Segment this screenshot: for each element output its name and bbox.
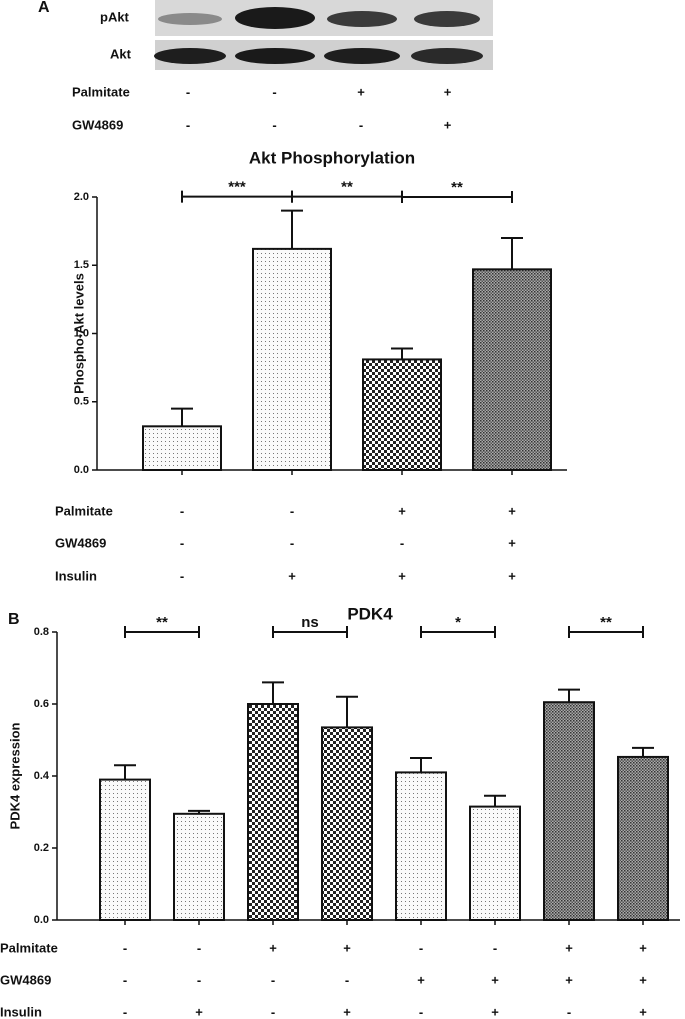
condition-sign: + (288, 568, 296, 583)
y-tick-label: 0.5 (74, 396, 89, 408)
y-axis-label: Phospho-Akt levels (71, 273, 86, 394)
condition-sign: + (491, 1004, 499, 1019)
panel-label: A (38, 0, 50, 16)
blot-band (154, 48, 226, 64)
y-tick-label: 0.0 (74, 464, 89, 476)
condition-sign: - (180, 568, 184, 583)
condition-sign: + (565, 940, 573, 955)
chart-title: Akt Phosphorylation (249, 148, 415, 167)
condition-sign: - (271, 972, 275, 987)
condition-sign: - (419, 1004, 423, 1019)
significance-label: ** (341, 179, 353, 196)
condition-sign: - (197, 940, 201, 955)
condition-sign: - (567, 1004, 571, 1019)
condition-sign: + (343, 940, 351, 955)
y-tick-label: 0.4 (34, 770, 50, 782)
bar (472, 268, 552, 471)
blot: pAkt Akt (100, 0, 493, 70)
condition-sign: - (290, 503, 294, 518)
blot-band (235, 48, 315, 64)
condition-sign: + (491, 972, 499, 987)
condition-sign: - (290, 535, 294, 550)
condition-sign: - (359, 117, 363, 132)
condition-sign: - (493, 940, 497, 955)
condition-sign: + (508, 535, 516, 550)
condition-sign: - (400, 535, 404, 550)
condition-sign: + (269, 940, 277, 955)
condition-sign: - (272, 84, 276, 99)
y-tick-label: 0.8 (34, 626, 49, 638)
bar (247, 703, 299, 921)
condition-sign: - (186, 84, 190, 99)
blot-label: pAkt (100, 9, 130, 24)
condition-sign: + (444, 84, 452, 99)
significance-label: ns (301, 614, 319, 631)
blot-band (327, 11, 397, 27)
condition-sign: + (417, 972, 425, 987)
condition-label: GW4869 (72, 117, 123, 132)
significance-label: ** (156, 614, 168, 631)
bar (362, 358, 442, 471)
condition-sign: + (639, 1004, 647, 1019)
bar (321, 726, 373, 922)
condition-label: Palmitate (0, 940, 58, 955)
bar (173, 812, 225, 921)
significance-label: *** (228, 179, 246, 196)
condition-sign: + (195, 1004, 203, 1019)
condition-label: Palmitate (72, 84, 130, 99)
blot-band (414, 11, 480, 27)
bar (469, 805, 521, 921)
y-tick-label: 0.2 (34, 842, 49, 854)
bar (395, 771, 447, 922)
condition-sign: + (398, 568, 406, 583)
condition-sign: + (508, 503, 516, 518)
condition-sign: + (639, 972, 647, 987)
condition-sign: + (639, 940, 647, 955)
condition-label: GW4869 (55, 535, 106, 550)
y-tick-label: 1.5 (74, 259, 89, 271)
condition-label: Insulin (55, 568, 97, 583)
condition-label: Palmitate (55, 503, 113, 518)
condition-sign: + (565, 972, 573, 987)
condition-sign: - (180, 503, 184, 518)
significance-label: * (455, 614, 461, 631)
condition-sign: - (197, 972, 201, 987)
blot-band (158, 13, 222, 25)
condition-sign: - (345, 972, 349, 987)
y-tick-label: 0.0 (34, 914, 49, 926)
condition-sign: - (123, 1004, 127, 1019)
condition-sign: - (271, 1004, 275, 1019)
bar (99, 778, 151, 921)
bar (142, 425, 222, 472)
blot-band (411, 48, 483, 64)
condition-sign: + (343, 1004, 351, 1019)
bar (252, 247, 332, 471)
blot-label: Akt (110, 46, 132, 61)
bar (617, 755, 669, 921)
condition-sign: - (272, 117, 276, 132)
y-tick-label: 0.6 (34, 698, 49, 710)
condition-sign: - (123, 972, 127, 987)
significance-label: ** (600, 614, 612, 631)
y-tick-label: 1.0 (74, 327, 89, 339)
y-tick-label: 2.0 (74, 191, 89, 203)
y-axis-label: PDK4 expression (7, 722, 22, 829)
blot-band (324, 48, 400, 64)
condition-sign: - (419, 940, 423, 955)
chart-title: PDK4 (347, 604, 393, 623)
condition-sign: + (398, 503, 406, 518)
condition-sign: - (186, 117, 190, 132)
bar (543, 701, 595, 922)
condition-sign: + (357, 84, 365, 99)
condition-sign: - (180, 535, 184, 550)
condition-sign: + (508, 568, 516, 583)
panel-label: B (8, 611, 20, 628)
condition-sign: + (444, 117, 452, 132)
condition-label: Insulin (0, 1004, 42, 1019)
significance-label: ** (451, 179, 463, 196)
blot-band (235, 7, 315, 29)
condition-label: GW4869 (0, 972, 51, 987)
condition-sign: - (123, 940, 127, 955)
